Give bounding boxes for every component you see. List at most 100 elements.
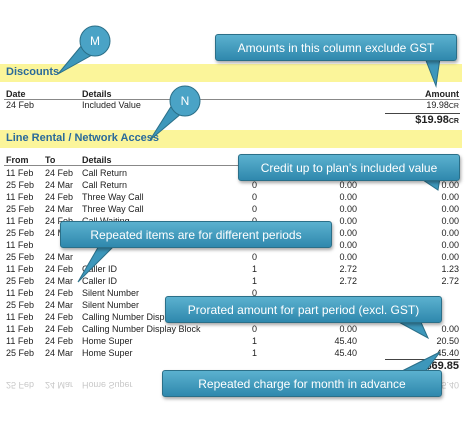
cell: 24 Feb <box>45 192 74 202</box>
cell: 0.00 <box>339 216 357 226</box>
cell: 0 <box>252 192 258 202</box>
callout: Prorated amount for part period (excl. G… <box>165 296 442 323</box>
cell: 0.00 <box>339 324 357 334</box>
cell: 0.00 <box>339 180 357 190</box>
suffix: CR <box>448 103 459 110</box>
cell: 0 <box>252 324 258 334</box>
cell: 11 Feb <box>6 324 34 334</box>
callout: Credit up to plan’s included value <box>238 154 460 181</box>
cell: 0.00 <box>339 228 357 238</box>
rule <box>385 113 460 114</box>
cell: 2.72 <box>441 276 459 286</box>
cell: 1 <box>252 276 258 286</box>
cell: Home Super <box>82 336 133 346</box>
cell: 25 Feb <box>6 276 35 286</box>
cell: 24 Mar <box>45 276 74 286</box>
cell: Silent Number <box>82 300 140 310</box>
cell: 0.00 <box>339 192 357 202</box>
callout: Repeated charge for month in advance <box>162 370 442 397</box>
cell: 0.00 <box>441 180 459 190</box>
total: $69.85 <box>425 360 459 372</box>
col-header: Details <box>82 89 112 99</box>
cell: 25 Feb <box>6 180 35 190</box>
col-header: Date <box>6 89 26 99</box>
cell: 1.23 <box>441 264 459 274</box>
cell: 24 Feb <box>45 324 74 334</box>
cell: 11 Feb <box>6 336 34 346</box>
section-title: Line Rental / Network Access <box>6 132 160 144</box>
cell: 11 Feb <box>6 192 34 202</box>
rule <box>385 359 460 360</box>
cell: 0.00 <box>441 192 459 202</box>
cell: 24 Mar <box>45 228 74 238</box>
cell: 24 Mar <box>45 204 74 214</box>
cell: 0.00 <box>441 240 459 250</box>
col-header: Amount <box>425 89 459 99</box>
cell: 24 Feb <box>45 336 74 346</box>
cell: 1 <box>252 348 258 358</box>
col-header: Details <box>82 155 112 165</box>
cell: 25 Feb <box>6 228 35 238</box>
cell: 24 Feb <box>45 264 74 274</box>
arrow <box>77 243 118 283</box>
arrow <box>399 351 441 373</box>
cell: 24 Feb <box>45 168 74 178</box>
rule <box>4 165 460 166</box>
cell: 45.40 <box>334 348 357 358</box>
callout: Repeated items are for different periods <box>60 221 332 248</box>
cell: 0 <box>252 252 258 262</box>
cell: 24 Mar <box>45 180 74 190</box>
cell: Call Return <box>82 168 128 178</box>
cell: 24 Feb <box>45 288 74 298</box>
cell: 25 Feb <box>6 252 35 262</box>
cell: 24 Feb <box>6 100 35 110</box>
cell: Calling Number Display Block <box>82 324 201 334</box>
cell: Home Super <box>82 348 133 358</box>
cell: 1 <box>252 264 258 274</box>
cell: 2.72 <box>339 276 357 286</box>
cell: 24 Feb <box>45 216 74 226</box>
cell: 0.00 <box>339 252 357 262</box>
cell: 0.00 <box>441 216 459 226</box>
cell: 11 Feb <box>6 240 34 250</box>
marker-circle <box>169 85 201 117</box>
suffix: CR <box>448 118 459 125</box>
cell: Calling Number Display <box>82 312 177 322</box>
total: $19.98 <box>415 114 449 126</box>
callout: Amounts in this column exclude GST <box>215 34 457 61</box>
col-header: From <box>6 155 29 165</box>
cell: 0 <box>252 204 258 214</box>
section-band <box>0 64 462 82</box>
cell: 25 Feb <box>6 348 35 358</box>
cell: 0 <box>252 180 258 190</box>
cell: 24 Mar <box>45 348 74 358</box>
cell: Included Value <box>82 100 141 110</box>
cell: 11 Feb <box>6 312 34 322</box>
cell: 11 Feb <box>6 264 34 274</box>
marker-circle <box>79 25 111 57</box>
cell: 24 Feb <box>45 312 74 322</box>
cell: 11 Feb <box>6 168 34 178</box>
cell: 2.72 <box>339 264 357 274</box>
cell: Call Return <box>82 180 128 190</box>
marker: N <box>181 94 190 108</box>
arrow <box>424 57 441 88</box>
cell: Silent Number <box>82 288 140 298</box>
cell: 1 <box>252 336 258 346</box>
cell: Three Way Call <box>82 204 144 214</box>
cell: 0.00 <box>339 204 357 214</box>
cell: 25 Feb <box>6 300 35 310</box>
cell: 0.00 <box>441 252 459 262</box>
cell: 0 <box>252 288 258 298</box>
section-band <box>0 130 462 148</box>
cell: Three Way Call <box>82 192 144 202</box>
cell: 0.00 <box>339 240 357 250</box>
section-title: Discounts <box>6 66 60 78</box>
cell: 45.40 <box>334 336 357 346</box>
cell: Caller ID <box>82 264 118 274</box>
cell: 24 Mar <box>45 252 74 262</box>
cell: 11 Feb <box>6 288 34 298</box>
cell: 0.00 <box>441 228 459 238</box>
